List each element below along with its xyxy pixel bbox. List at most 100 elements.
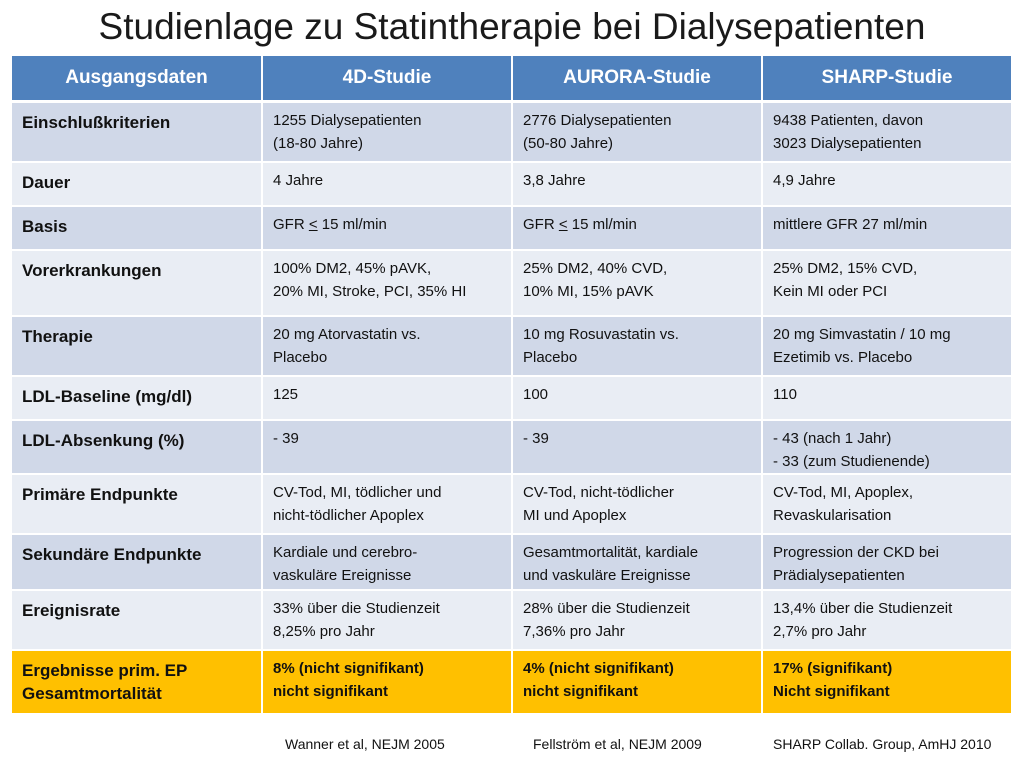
cell-line: (50-80 Jahre)	[523, 135, 614, 152]
cell-aurora: 3,8 Jahre	[512, 161, 763, 207]
row-label: LDL-Absenkung (%)	[12, 419, 263, 475]
reference-aurora: Fellström et al, NEJM 2009	[533, 736, 702, 752]
cell-text: 15 ml/min	[317, 215, 387, 233]
cell-line: CV-Tod, nicht-tödlicher	[523, 483, 674, 501]
cell-line: Progression der CKD bei	[773, 543, 939, 561]
header-aurora-studie: AURORA-Studie	[512, 56, 763, 103]
row-label: Primäre Endpunkte	[12, 473, 263, 535]
cell-sharp: 9438 Patienten, davon 3023 Dialysepatient…	[762, 101, 1013, 163]
cell-line: Kein MI oder PCI	[773, 282, 888, 300]
cell-line: mittlere GFR 27 ml/min	[773, 215, 928, 233]
cell-line: Ezetimib vs. Placebo	[773, 348, 913, 366]
cell-line: 25% DM2, 40% CVD,	[523, 259, 668, 277]
row-label: Vorerkrankungen	[12, 249, 263, 317]
reference-sharp: SHARP Collab. Group, AmHJ 2010	[773, 736, 992, 752]
cell-line: 100	[523, 385, 549, 403]
cell-line: 4,9 Jahre	[773, 171, 836, 189]
table-row-vorerkrankungen: Vorerkrankungen 100% DM2, 45% pAVK, 20% MI…	[12, 249, 1013, 317]
less-equal-sign: <	[308, 215, 318, 233]
header-sharp-studie: SHARP-Studie	[762, 56, 1013, 103]
cell-sharp: 13,4% über die Studienzeit 2,7% pro Jahr	[762, 589, 1013, 651]
cell-line: 10% MI, 15% pAVK	[523, 282, 654, 300]
cell-line: 20% MI, Stroke, PCI, 35% HI	[273, 282, 467, 300]
cell-line: 17% (signifikant)	[773, 659, 893, 677]
table-row-therapie: Therapie 20 mg Atorvastatin vs. Placebo 10 …	[12, 315, 1013, 377]
table-row-ereignisrate: Ereignisrate 33% über die Studienzeit 8,25…	[12, 589, 1013, 651]
cell-aurora: Gesamtmortalität, kardiale und vaskuläre …	[512, 533, 763, 591]
cell-4d: Kardiale und cerebro-vaskuläre Ereigniss…	[262, 533, 513, 591]
cell-sharp: 110	[762, 375, 1013, 421]
cell-aurora: - 39	[512, 419, 763, 475]
table-row-basis: Basis GFR < 15 ml/min GFR < 15 ml/min mittl…	[12, 205, 1013, 251]
cell-line: nicht-tödlicher Apoplex	[273, 506, 424, 524]
cell-aurora: 10 mg Rosuvastatin vs. Placebo	[512, 315, 763, 377]
result-cell-aurora: 4% (nicht signifikant) nicht signifikant	[512, 649, 763, 715]
cell-4d: 1255 Dialysepatienten (18-80 Jahre)	[262, 101, 513, 163]
cell-line: 110	[773, 385, 797, 403]
cell-4d: 33% über die Studienzeit 8,25% pro Jahr	[262, 589, 513, 651]
row-label: Basis	[12, 205, 263, 251]
cell-line: vaskuläre Ereignisse	[273, 566, 412, 584]
cell-line: 4% (nicht signifikant)	[523, 659, 674, 677]
row-label: Einschlußkriterien	[12, 101, 263, 163]
cell-aurora: 25% DM2, 40% CVD, 10% MI, 15% pAVK	[512, 249, 763, 317]
row-label: Ergebnisse prim. EP Gesamtmortalität	[12, 649, 263, 715]
cell-line: 13,4% über die Studienzeit	[773, 599, 953, 617]
cell-line: und vaskuläre Ereignisse	[523, 566, 691, 584]
cell-line: MI und Apoplex	[523, 506, 627, 524]
cell-line: - 39	[273, 429, 299, 447]
cell-line: Revaskularisation	[773, 506, 892, 524]
result-cell-4d: 8% (nicht signifikant) nicht signifikant	[262, 649, 513, 715]
cell-sharp: Progression der CKD bei Prädialysepatient…	[762, 533, 1013, 591]
cell-line: 8% (nicht signifikant)	[273, 659, 424, 677]
header-ausgangsdaten: Ausgangsdaten	[12, 56, 263, 103]
cell-4d: GFR < 15 ml/min	[262, 205, 513, 251]
cell-line: 9438 Patienten, davon	[773, 112, 924, 129]
cell-line: 20 mg Atorvastatin vs.	[273, 325, 421, 343]
cell-line: 100% DM2, 45% pAVK,	[273, 259, 432, 277]
table-row-sekundaere-endpunkte: Sekundäre Endpunkte Kardiale und cerebro-…	[12, 533, 1013, 591]
row-label: LDL-Baseline (mg/dl)	[12, 375, 263, 421]
cell-4d: CV-Tod, MI, tödlicher und nicht-tödlicher…	[262, 473, 513, 535]
cell-4d: 20 mg Atorvastatin vs. Placebo	[262, 315, 513, 377]
cell-line: 8,25% pro Jahr	[273, 622, 375, 640]
cell-line: Ergebnisse prim. EP	[22, 660, 188, 680]
table-row-dauer: Dauer 4 Jahre 3,8 Jahre 4,9 Jahre	[12, 161, 1013, 207]
table-row-ldl-absenkung: LDL-Absenkung (%) - 39 - 39 - 43 (nach 1 Ja…	[12, 419, 1013, 475]
cell-line: - 43 (nach 1 Jahr)	[773, 429, 892, 447]
cell-line: CV-Tod, MI, Apoplex,	[773, 483, 914, 501]
cell-line: nicht signifikant	[523, 682, 639, 700]
cell-aurora: CV-Tod, nicht-tödlicher MI und Apoplex	[512, 473, 763, 535]
cell-aurora: 2776 Dialysepatienten (50-80 Jahre)	[512, 101, 763, 163]
cell-sharp: - 43 (nach 1 Jahr) - 33 (zum Studienende)	[762, 419, 1013, 475]
cell-line: Placebo	[273, 348, 328, 366]
cell-sharp: 20 mg Simvastatin / 10 mg Ezetimib vs. Pl…	[762, 315, 1013, 377]
table-row-ergebnisse: Ergebnisse prim. EP Gesamtmortalität 8% (n…	[12, 649, 1013, 715]
cell-line: Gesamtmortalität, kardiale	[523, 543, 699, 561]
cell-line: Gesamtmortalität	[22, 683, 162, 703]
table-header-row: Ausgangsdaten 4D-Studie AURORA-Studie SH…	[12, 56, 1013, 103]
cell-line: 1255 Dialysepatienten	[273, 112, 422, 129]
result-cell-sharp: 17% (signifikant) Nicht signifikant	[762, 649, 1013, 715]
cell-line: nicht signifikant	[273, 682, 389, 700]
table-row-einschlusskriterien: Einschlußkriterien 1255 Dialysepatienten (…	[12, 101, 1013, 163]
less-equal-sign: <	[558, 215, 568, 233]
cell-line: Placebo	[523, 348, 578, 366]
cell-line: CV-Tod, MI, tödlicher und	[273, 483, 442, 501]
cell-line: GFR < 15 ml/min	[273, 213, 503, 236]
cell-4d: - 39	[262, 419, 513, 475]
cell-aurora: 100	[512, 375, 763, 421]
slide-title: Studienlage zu Statintherapie bei Dialys…	[98, 6, 926, 47]
cell-line: Kardiale und cerebro-	[273, 543, 418, 561]
cell-text: GFR	[523, 215, 559, 233]
cell-line: (18-80 Jahre)	[273, 135, 364, 152]
cell-aurora: 28% über die Studienzeit 7,36% pro Jahr	[512, 589, 763, 651]
cell-line: - 33 (zum Studienende)	[773, 452, 930, 470]
cell-line: Prädialysepatienten	[773, 566, 905, 584]
cell-line: Nicht signifikant	[773, 682, 890, 700]
cell-4d: 4 Jahre	[262, 161, 513, 207]
cell-line: 125	[273, 385, 299, 403]
cell-text: GFR	[273, 215, 309, 233]
cell-line: 10 mg Rosuvastatin vs.	[523, 325, 679, 343]
cell-4d: 125	[262, 375, 513, 421]
